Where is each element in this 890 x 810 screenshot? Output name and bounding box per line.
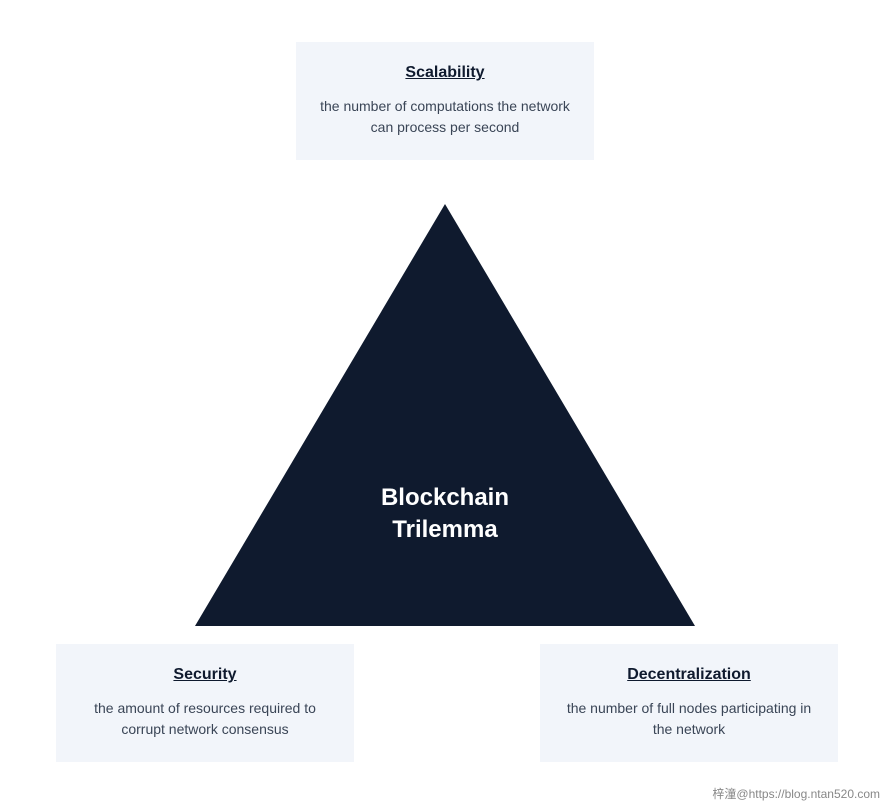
vertex-desc-scalability: the number of computations the network c… <box>316 96 574 138</box>
triangle-label: BlockchainTrilemma <box>295 482 595 547</box>
vertex-box-decentralization: Decentralization the number of full node… <box>540 644 838 762</box>
vertex-desc-decentralization: the number of full nodes participating i… <box>560 698 818 740</box>
vertex-box-security: Security the amount of resources require… <box>56 644 354 762</box>
vertex-desc-security: the amount of resources required to corr… <box>76 698 334 740</box>
vertex-title-decentralization: Decentralization <box>560 666 818 684</box>
vertex-title-security: Security <box>76 666 334 684</box>
triangle-shape: BlockchainTrilemma <box>195 204 695 626</box>
trilemma-diagram: Scalability the number of computations t… <box>0 0 890 810</box>
watermark-text: 梓潼@https://blog.ntan520.com <box>712 785 880 802</box>
vertex-title-scalability: Scalability <box>316 64 574 82</box>
vertex-box-scalability: Scalability the number of computations t… <box>296 42 594 160</box>
triangle-fill <box>195 204 695 626</box>
